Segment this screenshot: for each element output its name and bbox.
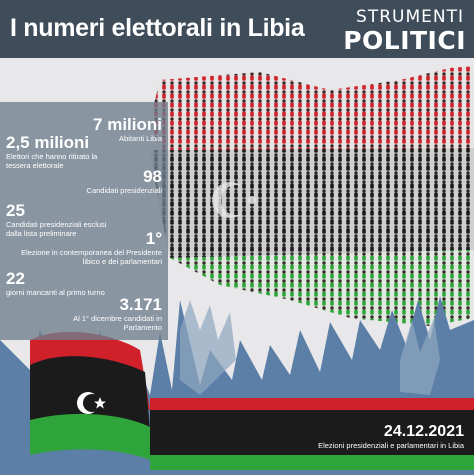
stat-population: 7 milioni Abitanti Libia (93, 115, 162, 144)
stat-presidential-candidates: 98 Candidati presidenziali (86, 167, 162, 196)
raised-hands-light (180, 300, 440, 395)
logo-line2: POLITICI (343, 26, 466, 55)
stat-label: Candidati presidenziali esclusi dalla li… (6, 220, 107, 238)
stat-value: 98 (143, 167, 162, 186)
crowd-red-band (150, 66, 474, 150)
stat-label: Elezione in contemporanea del Presidente… (21, 248, 162, 266)
stat-voters: 2,5 milioni Elettori che hanno ritirato … (6, 133, 116, 171)
stat-value: 25 (6, 201, 25, 220)
stat-label: Al 1° dicembre candidati in Parlamento (73, 314, 162, 332)
crowd-crescent-star (212, 182, 256, 218)
stat-label: Abitanti Libia (119, 134, 162, 143)
stat-value: 1° (145, 229, 162, 248)
crowd-flag-illustration (0, 66, 474, 475)
stat-value: 3.171 (119, 295, 162, 314)
crescent-star-icon (77, 392, 106, 414)
crowd-green-band (170, 250, 474, 326)
stat-label: Elettori che hanno ritirato la tessera e… (6, 152, 98, 170)
stats-panel: 7 milioni Abitanti Libia 2,5 milioni Ele… (0, 102, 168, 340)
logo-line1: STRUMENTI (356, 7, 464, 27)
page-title: I numeri elettorali in Libia (10, 14, 305, 42)
stat-value: 2,5 milioni (6, 133, 90, 152)
election-date-block: 24.12.2021 Elezioni presidenziali e parl… (318, 423, 464, 450)
election-date: 24.12.2021 (383, 423, 464, 440)
stat-excluded-candidates: 25 Candidati presidenziali esclusi dalla… (6, 201, 116, 239)
strumenti-politici-logo: STRUMENTI POLITICI (343, 4, 466, 55)
stat-parliament-candidates: 3.171 Al 1° dicembre candidati in Parlam… (52, 295, 162, 333)
header-bar: I numeri elettorali in Libia STRUMENTI P… (0, 0, 474, 58)
stat-label: Candidati presidenziali (86, 186, 162, 195)
stat-label: giorni mancanti al primo turno (6, 288, 105, 297)
stat-value: 7 milioni (93, 115, 162, 134)
stat-days-remaining: 22 giorni mancanti al primo turno (6, 269, 105, 298)
stat-value: 22 (6, 269, 25, 288)
election-subtitle: Elezioni presidenziali e parlamentari in… (318, 441, 464, 450)
libyan-flag-ribbon (30, 331, 474, 470)
crowd-black-band (150, 148, 474, 258)
stat-first-election: 1° Elezione in contemporanea del Preside… (12, 229, 162, 267)
